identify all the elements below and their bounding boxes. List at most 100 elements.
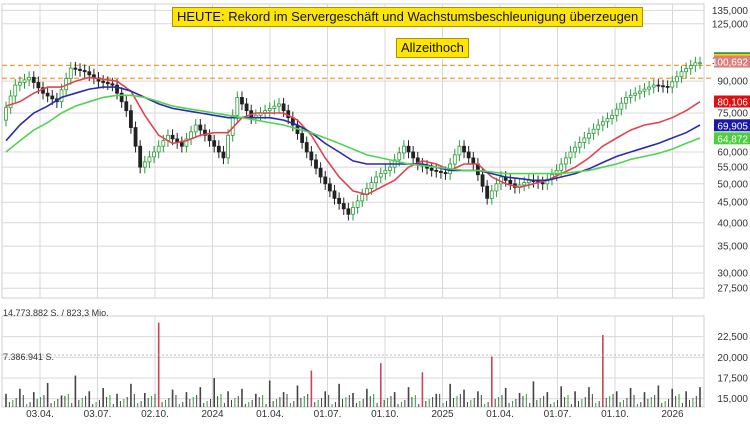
- volume-bar: [210, 399, 212, 407]
- volume-bar: [175, 395, 177, 407]
- volume-bar: [307, 394, 309, 407]
- candle-body: [129, 110, 133, 128]
- volume-bar: [196, 395, 198, 407]
- volume-bar: [609, 396, 611, 407]
- volume-bar: [8, 402, 10, 407]
- y-tick-label: 90,000: [717, 77, 748, 88]
- x-tick-label: 01.04.: [256, 409, 284, 420]
- volume-bar: [36, 399, 38, 407]
- volume-bar: [116, 393, 118, 407]
- candle-body: [679, 71, 684, 78]
- candle-body: [156, 145, 161, 153]
- candle-body: [600, 121, 605, 126]
- volume-bar: [515, 399, 517, 407]
- candle-body: [633, 92, 638, 96]
- volume-bar: [588, 387, 590, 407]
- volume-bar: [536, 400, 538, 407]
- candle-body: [591, 128, 596, 134]
- candle-body: [670, 81, 675, 88]
- volume-bar: [15, 398, 17, 407]
- candle-body: [318, 167, 323, 178]
- volume-bar: [19, 388, 21, 407]
- volume-bar: [206, 401, 208, 407]
- volume-bar: [192, 397, 194, 407]
- candle-body: [587, 133, 591, 139]
- price-label-tag: [714, 132, 750, 145]
- volume-bar: [484, 404, 486, 407]
- candle-body: [540, 182, 545, 185]
- candle-body: [642, 88, 647, 92]
- volume-bar: [227, 391, 229, 407]
- candle-body: [596, 124, 601, 130]
- candle-body: [147, 156, 152, 163]
- volume-tick-label: 15,000: [717, 394, 748, 405]
- candle-body: [688, 65, 693, 70]
- candle-body: [369, 182, 374, 189]
- volume-bar: [314, 402, 316, 407]
- volume-bar: [692, 398, 694, 407]
- volume-bar: [46, 383, 49, 407]
- volume-bar: [92, 404, 94, 407]
- volume-bar: [151, 396, 153, 407]
- candle-body: [462, 145, 466, 153]
- volume-bar: [574, 391, 576, 407]
- volume-bar: [338, 383, 340, 407]
- volume-bar: [602, 335, 604, 407]
- volume-bar: [140, 401, 142, 407]
- volume-bar: [106, 397, 108, 407]
- volume-bar: [400, 402, 402, 407]
- volume-max-annotation: 14.773.882 S. / 823,3 Mio.: [3, 308, 109, 318]
- volume-bar: [102, 387, 104, 407]
- volume-bar: [577, 401, 579, 407]
- candle-body: [489, 190, 494, 199]
- volume-bar: [557, 400, 559, 407]
- volume-bar: [255, 393, 257, 407]
- candle-body: [300, 133, 305, 143]
- candle-body: [36, 82, 41, 89]
- volume-bar: [439, 394, 441, 407]
- volume-bar: [352, 392, 354, 407]
- price-label: 100,692: [712, 58, 749, 69]
- x-tick-label: 01.04.: [486, 409, 514, 420]
- volume-bar: [213, 378, 215, 407]
- volume-bar: [373, 394, 375, 407]
- candle-body: [105, 82, 110, 85]
- volume-bar: [633, 395, 635, 407]
- price-label: 64,872: [717, 134, 748, 145]
- volume-bar: [494, 399, 496, 407]
- candle-body: [628, 94, 633, 98]
- y-tick-label: 60,000: [717, 147, 748, 158]
- volume-bar: [539, 398, 541, 407]
- volume-bar: [328, 395, 330, 407]
- volume-bar: [411, 397, 413, 407]
- volume-bar: [185, 392, 188, 407]
- y-tick-label: 75,000: [717, 108, 748, 119]
- volume-bar: [32, 392, 35, 407]
- candle-body: [397, 152, 402, 161]
- candle-body: [4, 107, 8, 121]
- volume-bar: [161, 402, 163, 407]
- volume-bar: [404, 400, 406, 407]
- volume-bar: [289, 403, 291, 407]
- volume-bar: [376, 403, 378, 407]
- volume-bar: [504, 387, 507, 407]
- volume-bar: [369, 396, 371, 407]
- candle-body: [508, 179, 513, 185]
- candle-body: [133, 127, 138, 147]
- volume-bar: [654, 395, 656, 407]
- candle-body: [563, 157, 568, 165]
- candle-body: [304, 142, 309, 153]
- volume-bar: [303, 396, 305, 407]
- volume-bar: [671, 388, 674, 407]
- candle-body: [610, 114, 614, 119]
- candle-body: [337, 197, 342, 204]
- volume-bar: [334, 402, 336, 407]
- candle-body: [568, 151, 573, 159]
- candle-body: [13, 84, 18, 97]
- volume-bar: [282, 392, 285, 407]
- volume-bar: [168, 398, 170, 407]
- volume-tick-label: 17,500: [717, 374, 748, 385]
- candle-body: [124, 101, 129, 112]
- candle-body: [332, 190, 337, 199]
- volume-bar: [445, 401, 447, 407]
